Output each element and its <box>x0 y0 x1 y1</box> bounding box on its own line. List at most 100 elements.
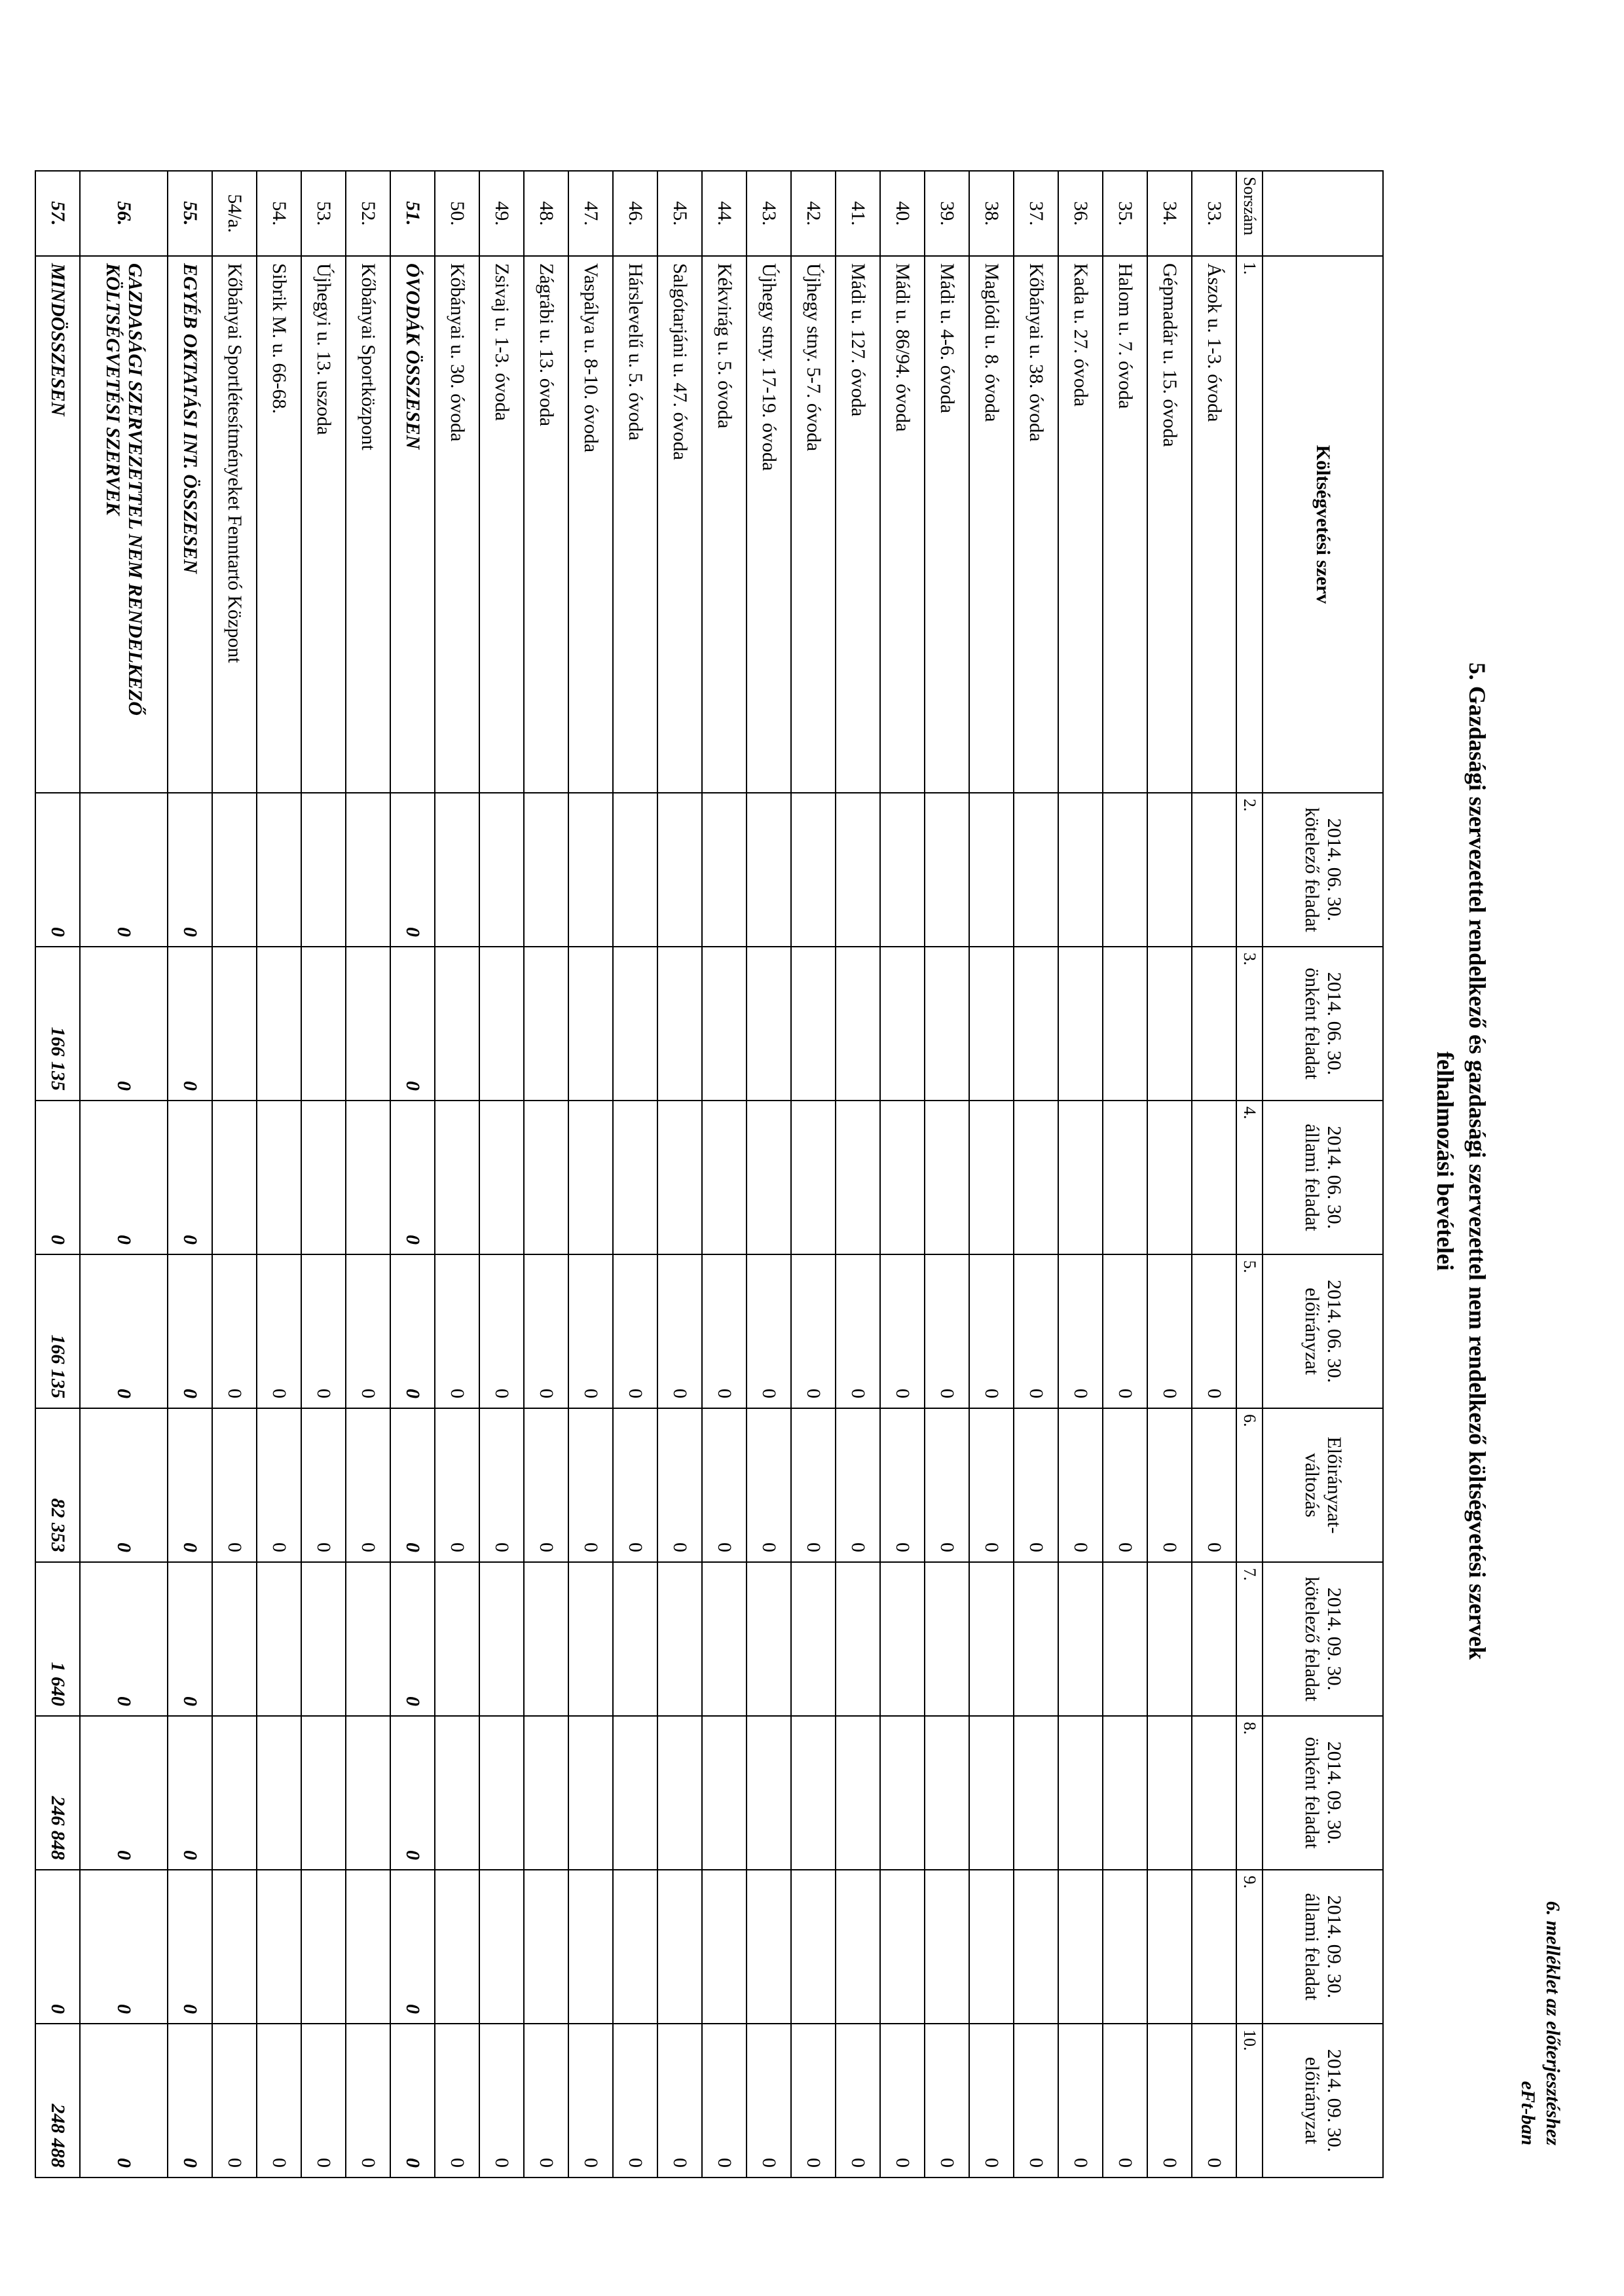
row-value <box>301 947 346 1101</box>
row-value: 0 <box>613 1408 657 1562</box>
row-value <box>836 1562 880 1716</box>
row-value: 0 <box>212 2024 257 2178</box>
row-value: 166 135 <box>35 947 80 1101</box>
row-value: 0 <box>212 1408 257 1562</box>
table-row: 56.GAZDASÁGI SZERVEZETTEL NEM RENDELKEZŐ… <box>80 171 168 2178</box>
row-value <box>969 793 1014 947</box>
row-value <box>301 1870 346 2024</box>
row-number: 35. <box>1103 171 1147 256</box>
row-value: 0 <box>791 1254 836 1408</box>
row-value <box>702 1101 747 1254</box>
row-value: 0 <box>657 1408 702 1562</box>
row-value: 82 353 <box>35 1408 80 1562</box>
row-value: 0 <box>35 793 80 947</box>
row-value <box>524 1716 568 1870</box>
row-value <box>1147 1716 1192 1870</box>
row-value: 0 <box>212 1254 257 1408</box>
row-name: Halom u. 7. óvoda <box>1103 256 1147 793</box>
row-value <box>702 1716 747 1870</box>
table-row: 37.Kőbányai u. 38. óvoda000 <box>1014 171 1058 2178</box>
row-value <box>1147 1562 1192 1716</box>
row-value <box>1014 1716 1058 1870</box>
row-value: 0 <box>168 1101 212 1254</box>
table-row: 39.Mádi u. 4-6. óvoda000 <box>925 171 969 2178</box>
colnum-6: 6. <box>1236 1408 1263 1562</box>
row-value: 0 <box>301 1254 346 1408</box>
row-value <box>435 1716 479 1870</box>
row-name: Mádi u. 127. óvoda <box>836 256 880 793</box>
row-value: 0 <box>1147 1408 1192 1562</box>
row-value: 246 848 <box>35 1716 80 1870</box>
row-number: 46. <box>613 171 657 256</box>
row-value: 0 <box>1014 1254 1058 1408</box>
row-value <box>925 1101 969 1254</box>
row-value: 0 <box>168 947 212 1101</box>
row-value <box>1014 1562 1058 1716</box>
row-value <box>257 1101 301 1254</box>
row-value: 0 <box>791 2024 836 2178</box>
row-value: 0 <box>168 1562 212 1716</box>
row-value <box>1014 793 1058 947</box>
header-c8: 2014. 09. 30. önként feladat <box>1263 1716 1383 1870</box>
row-value: 0 <box>1058 2024 1103 2178</box>
row-value: 0 <box>301 1408 346 1562</box>
row-value <box>657 1870 702 2024</box>
header-c3: 2014. 06. 30. önként feladat <box>1263 947 1383 1101</box>
row-value <box>1103 1101 1147 1254</box>
row-value <box>1058 1562 1103 1716</box>
row-name: Kékvirág u. 5. óvoda <box>702 256 747 793</box>
row-value <box>791 1101 836 1254</box>
row-value: 0 <box>568 1408 613 1562</box>
row-value <box>1014 1870 1058 2024</box>
row-value <box>257 947 301 1101</box>
row-value <box>747 793 791 947</box>
row-name: Kada u. 27. óvoda <box>1058 256 1103 793</box>
row-value <box>479 947 524 1101</box>
table-row: 57.MINDÖSSZESEN0166 1350166 13582 3531 6… <box>35 171 80 2178</box>
row-name: Kőbányai Sportlétesítményeket Fenntartó … <box>212 256 257 793</box>
row-name: Gépmadár u. 15. óvoda <box>1147 256 1192 793</box>
row-value: 166 135 <box>35 1254 80 1408</box>
row-value <box>791 1562 836 1716</box>
colnum-5: 5. <box>1236 1254 1263 1408</box>
row-value <box>969 1562 1014 1716</box>
row-value <box>1147 947 1192 1101</box>
row-value <box>969 1101 1014 1254</box>
row-value: 0 <box>613 2024 657 2178</box>
row-value <box>613 1870 657 2024</box>
row-value <box>1192 1716 1236 1870</box>
row-value <box>702 947 747 1101</box>
row-value: 0 <box>168 793 212 947</box>
row-name: Hárslevelű u. 5. óvoda <box>613 256 657 793</box>
row-value <box>1103 947 1147 1101</box>
row-value <box>479 793 524 947</box>
row-value <box>657 947 702 1101</box>
row-value: 0 <box>80 1101 168 1254</box>
row-value: 0 <box>836 1408 880 1562</box>
row-value <box>479 1101 524 1254</box>
row-number: 53. <box>301 171 346 256</box>
row-value <box>969 1716 1014 1870</box>
row-value: 0 <box>80 1408 168 1562</box>
row-value: 0 <box>1058 1408 1103 1562</box>
row-name: ÓVODÁK ÖSSZESEN <box>390 256 435 793</box>
colnum-1: 1. <box>1236 256 1263 793</box>
row-value: 0 <box>80 1870 168 2024</box>
header-c5: 2014. 06. 30. előirányzat <box>1263 1254 1383 1408</box>
row-value <box>212 1101 257 1254</box>
row-value: 0 <box>80 947 168 1101</box>
row-value <box>747 947 791 1101</box>
row-value: 0 <box>80 1254 168 1408</box>
row-value: 0 <box>791 1408 836 1562</box>
table-row: 49.Zsivaj u. 1-3. óvoda000 <box>479 171 524 2178</box>
row-value <box>1192 793 1236 947</box>
title-line2: felhalmozási bevételei <box>1430 170 1462 2152</box>
row-name: Sibrik M. u. 66-68. <box>257 256 301 793</box>
table-row: 54/a.Kőbányai Sportlétesítményeket Fennt… <box>212 171 257 2178</box>
header-name: Költségvetési szerv <box>1263 256 1383 793</box>
row-value <box>657 793 702 947</box>
row-value: 0 <box>168 1870 212 2024</box>
row-value: 0 <box>346 2024 390 2178</box>
row-number: 45. <box>657 171 702 256</box>
row-value <box>568 947 613 1101</box>
